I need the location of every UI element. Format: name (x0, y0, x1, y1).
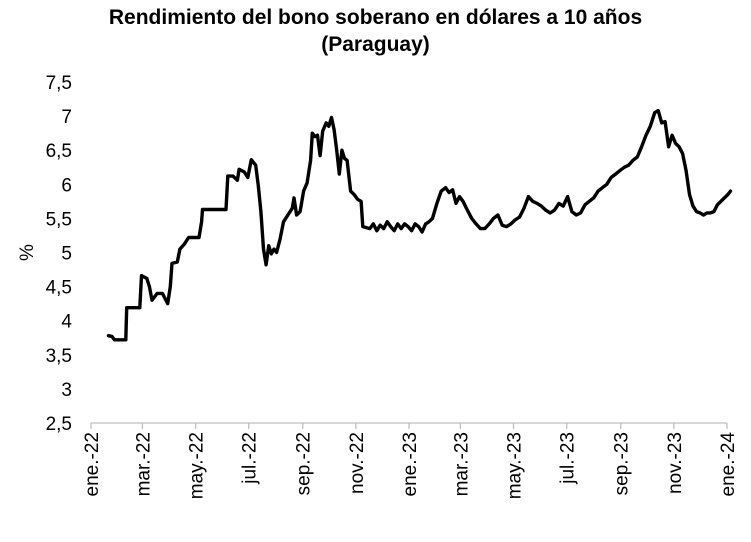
x-tick-label-5: nov.-22 (347, 432, 368, 494)
x-tick-label-12: ene.-24 (718, 432, 739, 497)
y-axis-label: % (17, 244, 38, 261)
chart-subtitle: (Paraguay) (321, 33, 430, 56)
y-tick-label-0: 2,5 (46, 414, 72, 435)
x-tick-label-0: ene.-22 (82, 432, 103, 496)
x-tick-label-10: sep.-23 (612, 432, 633, 495)
series-line-0 (106, 108, 733, 342)
x-tick-label-11: nov.-23 (665, 432, 686, 494)
x-tick-label-8: may.-23 (505, 432, 526, 499)
y-tick-label-10: 7,5 (46, 73, 72, 94)
y-tick-label-2: 3,5 (46, 346, 72, 367)
y-tick-label-4: 4,5 (46, 278, 72, 299)
y-tick-label-6: 5,5 (46, 209, 72, 230)
x-tick-label-4: sep.-22 (294, 432, 315, 495)
y-tick-label-1: 3 (61, 380, 72, 401)
x-tick-label-2: may.-22 (187, 432, 208, 499)
series-group (106, 108, 733, 342)
y-tick-label-3: 4 (61, 312, 72, 333)
y-tick-label-7: 6 (61, 175, 72, 196)
y-tick-label-8: 6,5 (46, 141, 72, 162)
x-tick-label-9: jul.-23 (558, 432, 579, 485)
chart-title: Rendimiento del bono soberano en dólares… (108, 6, 643, 29)
y-tick-label-9: 7 (61, 107, 72, 128)
y-axis: 2,5 3 3,5 4 4,5 5 5,5 6 6,5 7 7,5 (46, 73, 73, 435)
x-tick-label-7: mar.-23 (451, 432, 472, 496)
y-tick-label-5: 5 (61, 244, 72, 265)
x-axis: ene.-22 mar.-22 may.-22 jul.-22 sep.-22 nov.-… (82, 422, 739, 499)
x-tick-label-3: jul.-22 (240, 432, 261, 485)
x-tick-label-6: ene.-23 (400, 432, 421, 496)
x-tick-label-1: mar.-22 (133, 432, 154, 496)
